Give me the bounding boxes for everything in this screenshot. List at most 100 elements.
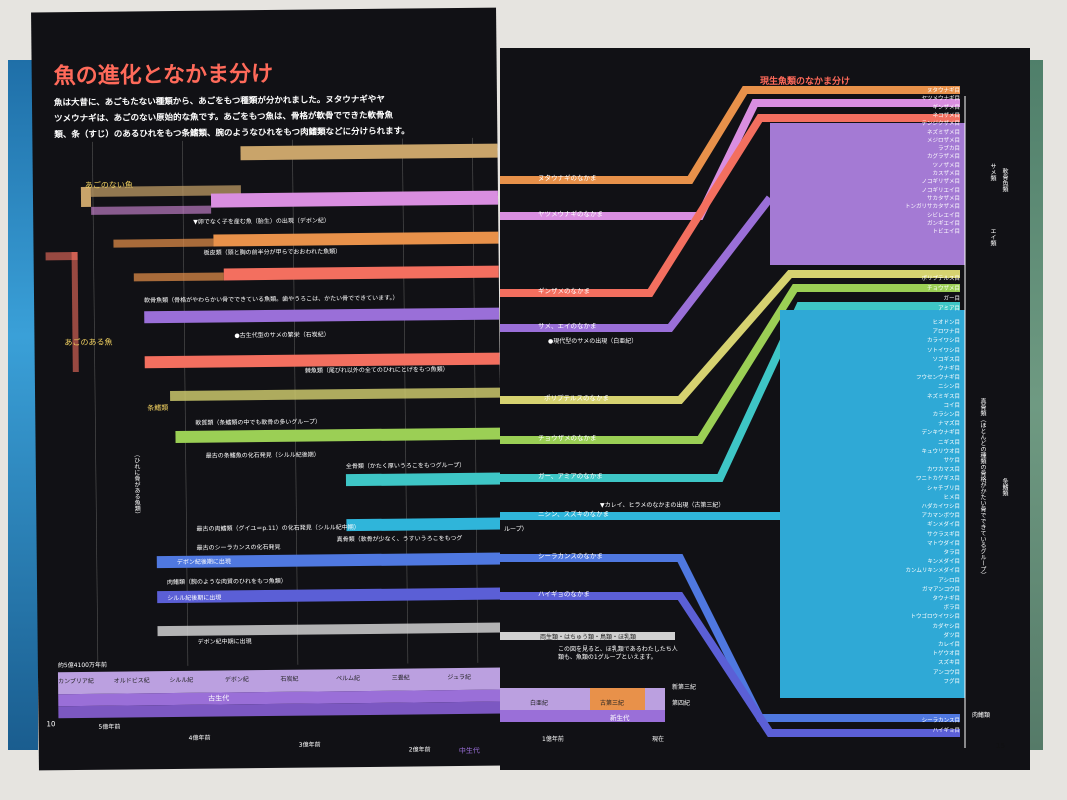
period-permian: ペルム紀 <box>336 675 361 683</box>
order-label: ボラ目 <box>943 605 960 612</box>
order-label: ヤツメウナギ目 <box>921 96 960 103</box>
order-label: トンガリサカタザメ目 <box>904 204 960 211</box>
era-cenozoic: 新生代 <box>610 714 630 722</box>
side-sarco: 肉鰭類 <box>972 712 991 719</box>
order-label: ポリプテルス目 <box>921 276 960 282</box>
label-chondrostei: 軟質類（条鰭類の中でも軟骨の多いグループ） <box>195 418 322 427</box>
label-jawed: あごのある魚 <box>64 337 113 348</box>
note-modern-shark: ●現代型のサメの出現（白亜紀） <box>548 338 638 345</box>
group-gar-amia: ガー、アミアのなかま <box>538 472 603 480</box>
label-coelacanth-fossil: 最古のシーラカンスの化石発見 <box>196 543 281 552</box>
order-label: トウゴロウイワシ目 <box>910 614 960 621</box>
label-bony-fins: （ひれに骨がある魚類） <box>132 451 141 518</box>
order-label: ノコギリエイ目 <box>921 187 960 194</box>
side-teleost: 真骨類（ほとんどの種類の骨格がかたい骨でできているグループ） <box>979 398 986 578</box>
order-label: ウナギ目 <box>937 366 960 372</box>
label-teleost: 真骨類（軟骨が少なく、うすいうろこをもつグ <box>336 534 463 544</box>
order-label: カレイ目 <box>937 642 960 648</box>
order-label: トビエイ目 <box>932 229 960 236</box>
order-label: アカマンボウ目 <box>921 513 960 520</box>
order-label: アシロ目 <box>938 577 960 584</box>
order-label: ツノザメ目 <box>932 162 960 169</box>
group-chimaera: ギンザメのなかま <box>538 287 590 295</box>
period-neogene: 新第三紀 <box>672 684 697 691</box>
order-label: テンジクザメ目 <box>921 121 960 128</box>
left-page: 魚の進化となかま分け 魚は大昔に、あごもたない種類から、あごをもつ種類が分かれま… <box>31 7 504 771</box>
label-jawless: あごのない魚 <box>84 180 133 190</box>
period-ordovician: オルドビス紀 <box>113 677 150 685</box>
timeline-start: 約5億4100万年前 <box>57 661 108 670</box>
note-tetrapod: 両生類・はちゅう類・鳥類・ほ乳類 <box>540 634 637 641</box>
page-number-left: 10 <box>46 720 56 729</box>
tick-now: 現在 <box>652 736 665 743</box>
order-label: キンメダイ目 <box>927 559 960 566</box>
right-tree-lines <box>500 86 966 748</box>
tick-200: 2億年前 <box>408 746 431 754</box>
order-label: キュウリウオ目 <box>921 448 960 455</box>
group-herring-perch: ニシン、スズキのなかま <box>538 510 610 518</box>
order-label: ハダカイワシ目 <box>921 504 960 510</box>
note-flatfish: ▼カレイ、ヒラメのなかまの出現（古第三紀） <box>600 502 725 509</box>
order-label: トゲウオ目 <box>932 651 960 658</box>
order-label: カスザメ目 <box>932 171 960 177</box>
label-holostei: 全骨類（かたく厚いうろこをもつグループ） <box>345 461 466 471</box>
order-label: シビレエイ目 <box>926 212 960 219</box>
order-label: カンムリキンメダイ目 <box>905 568 960 575</box>
left-tree-lines <box>45 137 504 719</box>
label-silurian-late: シルル紀後期に出現 <box>167 594 222 603</box>
period-devonian: デボン紀 <box>224 676 249 684</box>
order-label: カダヤシ目 <box>932 623 960 630</box>
order-label: シャチブリ目 <box>926 485 960 492</box>
order-label: デンキウナギ目 <box>921 430 960 437</box>
tick-400: 4億年前 <box>188 734 211 742</box>
label-placoderm: 板皮類（頭と胸の前半分が甲らでおおわれた魚類） <box>203 248 342 257</box>
label-live-birth: ▼卵でなく子を産む魚（胎生）の出現（デボン紀） <box>193 217 330 226</box>
order-label: ネズミザメ目 <box>926 129 960 136</box>
side-shark: サメ類 <box>989 163 996 181</box>
label-actinopterygii: 条鰭類 <box>147 404 169 413</box>
period-jurassic: ジュラ紀 <box>447 673 472 682</box>
right-page: 現生魚類のなかま分け ヌタウナギのなかま ヤツメウナギのなかま ギンザメのなかま… <box>500 48 1030 770</box>
period-cambrian: カンブリア紀 <box>58 677 94 686</box>
period-triassic: 三畳紀 <box>391 674 410 682</box>
order-label: ナマズ目 <box>937 421 960 428</box>
order-label: ギンザメ目 <box>932 104 960 111</box>
order-label: ラブカ目 <box>937 146 960 153</box>
period-cretaceous: 白亜紀 <box>530 700 549 707</box>
period-silurian: シルル紀 <box>169 676 194 685</box>
note-tetrapod-desc: この図を見ると、ほ乳類であるわたしたち人類も、魚類の1グループといえます。 <box>558 646 678 662</box>
label-devonian-mid: デボン紀中期に出現 <box>197 638 252 646</box>
label-oldest-actino: 最古の条鰭魚の化石発見（シルル紀後期） <box>205 451 320 460</box>
tick-100: 1億年前 <box>542 736 564 743</box>
order-label: アロワナ目 <box>932 329 960 336</box>
order-label: チョウザメ目 <box>926 286 960 292</box>
order-label: カラシン目 <box>932 412 960 418</box>
order-label: シーラカンス目 <box>921 718 960 724</box>
order-label: ヒオドン目 <box>932 320 960 326</box>
period-quaternary: 第四紀 <box>672 700 691 707</box>
order-label: コイ目 <box>943 402 960 409</box>
order-label: メジロザメ目 <box>926 137 960 144</box>
group-shark-ray: サメ、エイのなかま <box>538 322 597 330</box>
order-label: アミア目 <box>938 306 960 312</box>
order-label: マトウダイ目 <box>926 540 960 547</box>
period-paleogene: 古第三紀 <box>600 700 625 707</box>
order-label: ギンメダイ目 <box>927 522 960 529</box>
tick-500: 5億年前 <box>98 723 121 731</box>
order-label: ネコザメ目 <box>932 112 960 119</box>
order-label: ガンギエイ目 <box>926 220 960 227</box>
label-acanthodian: 棘魚類（尾びれ以外の全てのひれにとげをもつ魚類） <box>304 366 449 375</box>
order-label: ノコギリザメ目 <box>921 179 960 186</box>
order-label: サカタザメ目 <box>926 195 960 202</box>
page-number-right: 15 <box>996 742 1005 750</box>
order-label: カライワシ目 <box>926 338 960 345</box>
order-label: ダツ目 <box>943 632 960 639</box>
order-label: サケ目 <box>943 458 960 464</box>
tick-300: 3億年前 <box>298 741 321 749</box>
order-label: ガマアンコウ目 <box>921 586 960 593</box>
side-cartilaginous: 軟骨魚類 <box>1001 168 1008 192</box>
era-mesozoic: 中生代 <box>458 746 480 756</box>
side-ray: エイ類 <box>989 228 996 246</box>
order-label: フウセンウナギ目 <box>915 375 960 382</box>
group-polypterus: ポリプテルスのなかま <box>544 394 609 402</box>
